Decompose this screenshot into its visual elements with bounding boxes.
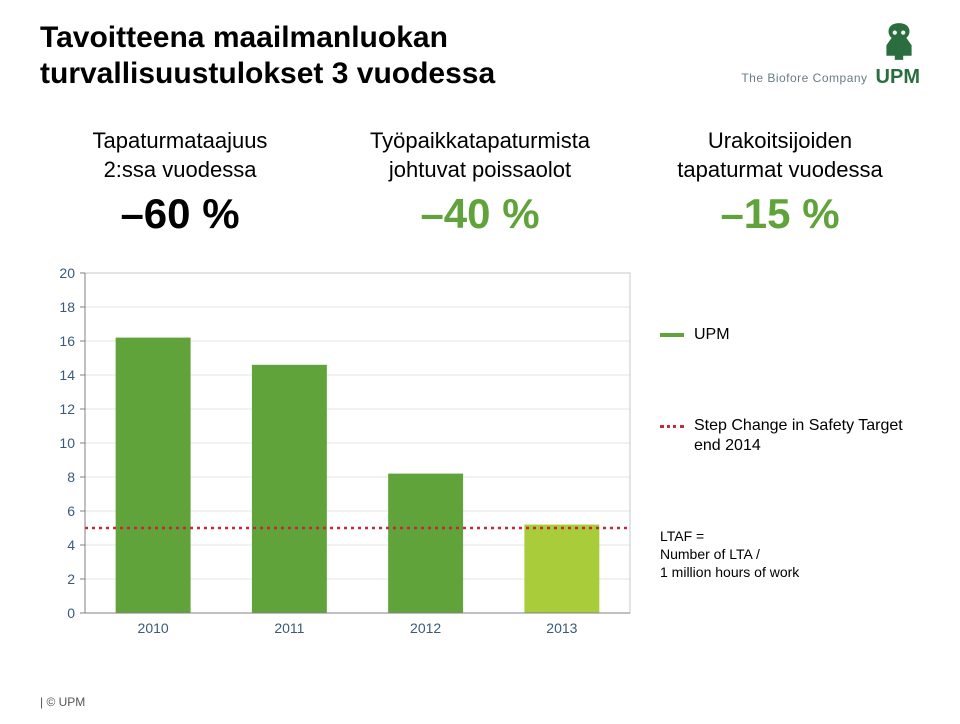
stat-value: –15 % xyxy=(640,190,920,238)
svg-text:8: 8 xyxy=(67,469,75,485)
svg-text:20: 20 xyxy=(59,265,75,281)
stat-label: Tapaturmataajuus2:ssa vuodessa xyxy=(40,127,320,184)
legend-swatch-upm xyxy=(660,333,684,337)
stat-label: Urakoitsijoidentapaturmat vuodessa xyxy=(640,127,920,184)
griffin-icon xyxy=(878,20,920,62)
ltaf-bar-chart: 0 2 4 6 8 10 12 14 16 18 20 2010 2011 2012 2013 xyxy=(40,263,640,643)
stat-value: –60 % xyxy=(40,190,320,238)
svg-text:2010: 2010 xyxy=(138,620,169,636)
svg-text:2: 2 xyxy=(67,571,75,587)
chart-legend: UPM Step Change in Safety Target end 201… xyxy=(640,263,920,643)
stat-accident-frequency: Tapaturmataajuus2:ssa vuodessa –60 % xyxy=(40,127,320,238)
biofore-text: The Biofore Company xyxy=(741,71,867,85)
page-title-line1: Tavoitteena maailmanluokan xyxy=(40,20,495,56)
stat-label: Työpaikkatapaturmistajohtuvat poissaolot xyxy=(340,127,620,184)
stats-row: Tapaturmataajuus2:ssa vuodessa –60 % Työ… xyxy=(40,127,920,238)
legend-swatch-target xyxy=(660,425,684,428)
svg-text:18: 18 xyxy=(59,299,75,315)
svg-text:14: 14 xyxy=(59,367,75,383)
svg-text:16: 16 xyxy=(59,333,75,349)
ltaf-definition: LTAF = Number of LTA / 1 million hours o… xyxy=(660,527,920,582)
svg-text:12: 12 xyxy=(59,401,75,417)
legend-target: Step Change in Safety Target end 2014 xyxy=(660,416,920,458)
svg-text:2011: 2011 xyxy=(274,620,304,636)
page-title-line2: turvallisuustulokset 3 vuodessa xyxy=(40,56,495,92)
stat-contractor: Urakoitsijoidentapaturmat vuodessa –15 % xyxy=(640,127,920,238)
svg-text:10: 10 xyxy=(59,435,75,451)
svg-text:0: 0 xyxy=(67,605,75,621)
stat-absences: Työpaikkatapaturmistajohtuvat poissaolot… xyxy=(340,127,620,238)
legend-label-target: Step Change in Safety Target end 2014 xyxy=(694,416,920,458)
svg-text:2012: 2012 xyxy=(410,620,441,636)
svg-text:4: 4 xyxy=(67,537,75,553)
brand-logo-block: The Biofore Company UPM xyxy=(741,20,920,89)
svg-text:2013: 2013 xyxy=(546,620,577,636)
upm-brand-text: UPM xyxy=(876,66,920,89)
footer-copyright: | © UPM xyxy=(40,695,85,709)
legend-upm: UPM xyxy=(660,325,920,346)
svg-text:6: 6 xyxy=(67,503,75,519)
legend-label-upm: UPM xyxy=(694,325,730,346)
stat-value: –40 % xyxy=(340,190,620,238)
